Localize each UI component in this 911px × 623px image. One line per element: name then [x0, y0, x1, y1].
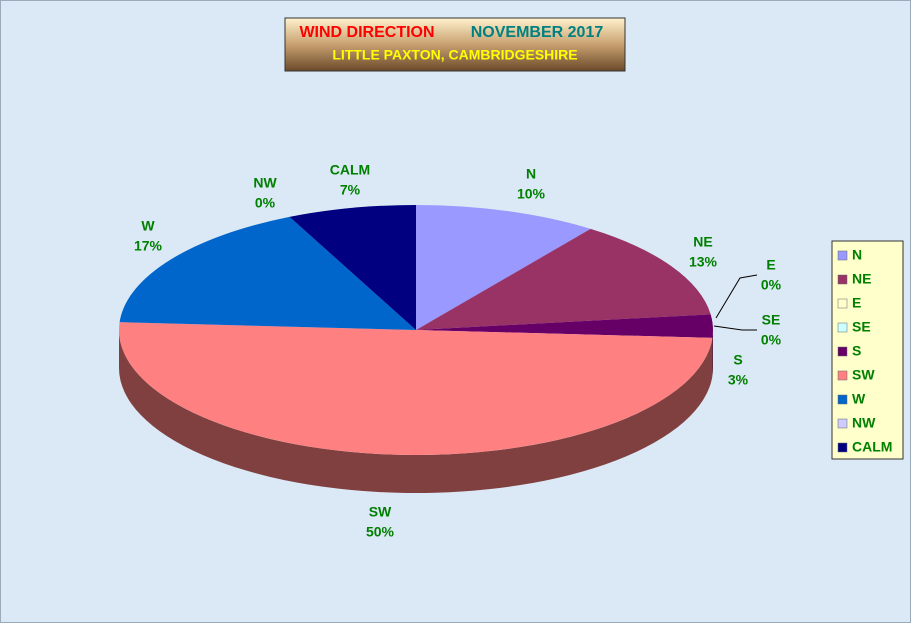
slice: [416, 205, 591, 330]
slice-side: [712, 330, 713, 376]
data-label-category: CALM: [330, 162, 370, 178]
legend-swatch: [837, 322, 848, 333]
legend-swatch: [837, 394, 848, 405]
title-box: [284, 17, 626, 72]
legend-swatch: [837, 250, 848, 261]
chart-subtitle: LITTLE PAXTON, CAMBRIDGESHIRE: [332, 47, 577, 63]
data-label-category: SE: [762, 312, 781, 328]
slice: [416, 228, 711, 330]
data-label: 50%: [366, 524, 395, 540]
legend-swatch: [837, 298, 848, 309]
slice-side: [119, 330, 713, 493]
legend-label: SW: [852, 367, 875, 383]
legend-label: N: [852, 247, 862, 263]
leader-line: [713, 325, 757, 331]
data-label: 0%: [761, 332, 782, 348]
data-label-category: NE: [693, 234, 712, 250]
data-label-category: E: [766, 257, 775, 273]
data-label-category: N: [526, 166, 536, 182]
data-label-category: SW: [369, 504, 392, 520]
legend-label: E: [852, 295, 861, 311]
legend-label: CALM: [852, 439, 892, 455]
legend-label: SE: [852, 319, 871, 335]
legend-label: NE: [852, 271, 871, 287]
data-label: 7%: [340, 182, 361, 198]
slice: [119, 216, 416, 330]
data-label: 0%: [255, 195, 276, 211]
slice: [416, 314, 714, 338]
data-label: 10%: [517, 186, 546, 202]
legend-swatch: [837, 442, 848, 453]
chart-title-period: NOVEMBER 2017: [471, 24, 604, 41]
data-label-category: NW: [253, 175, 277, 191]
legend-label: W: [852, 391, 866, 407]
data-label-category: W: [141, 218, 155, 234]
legend-swatch: [837, 274, 848, 285]
data-label: 0%: [761, 277, 782, 293]
legend-label: S: [852, 343, 861, 359]
data-label: 17%: [134, 238, 163, 254]
leader-line: [715, 274, 758, 319]
slice: [289, 205, 416, 330]
legend-swatch: [837, 370, 848, 381]
slice: [119, 322, 713, 455]
chart-title: WIND DIRECTION: [299, 24, 434, 41]
data-label: 3%: [728, 372, 749, 388]
data-label-category: S: [733, 352, 742, 368]
data-label: 13%: [689, 254, 718, 270]
legend-swatch: [837, 346, 848, 357]
legend-swatch: [837, 418, 848, 429]
legend-label: NW: [852, 415, 876, 431]
